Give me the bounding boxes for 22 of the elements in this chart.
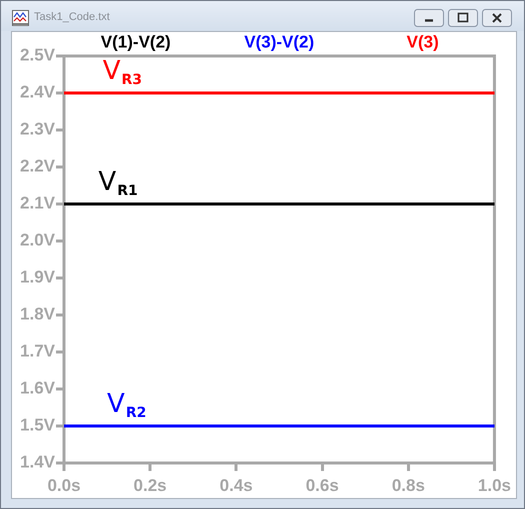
text: V(3): [406, 32, 439, 52]
y-tick-label: 2.5V: [20, 46, 56, 65]
x-tick-label: 0.4s: [220, 476, 253, 495]
text: V(1)-V(2): [100, 32, 171, 52]
y-tick-label: 1.4V: [20, 452, 56, 472]
x-tick-label: 0.8s: [392, 476, 425, 495]
text: V(3)-V(2): [244, 32, 314, 52]
x-tick-label: 0.6s: [306, 476, 339, 495]
y-tick-label: 2.1V: [20, 194, 56, 213]
y-tick-label: 2.3V: [20, 120, 56, 139]
chart-title: Task1_Code.txt: [34, 11, 110, 23]
x-tick-label: 1.0s: [478, 476, 512, 495]
x-tick-label: 0.0s: [47, 476, 81, 495]
y-tick-label: 1.7V: [20, 342, 56, 361]
y-tick-label: 1.5V: [20, 416, 56, 435]
y-tick-label: 1.8V: [20, 304, 56, 324]
y-tick-label: 2.4V: [20, 82, 56, 102]
y-tick-label: 1.9V: [20, 268, 56, 287]
y-tick-label: 2.0V: [20, 230, 56, 250]
x-tick-label: 0.2s: [134, 476, 167, 495]
y-tick-label: 2.2V: [20, 156, 56, 176]
y-tick-label: 1.6V: [20, 378, 56, 398]
